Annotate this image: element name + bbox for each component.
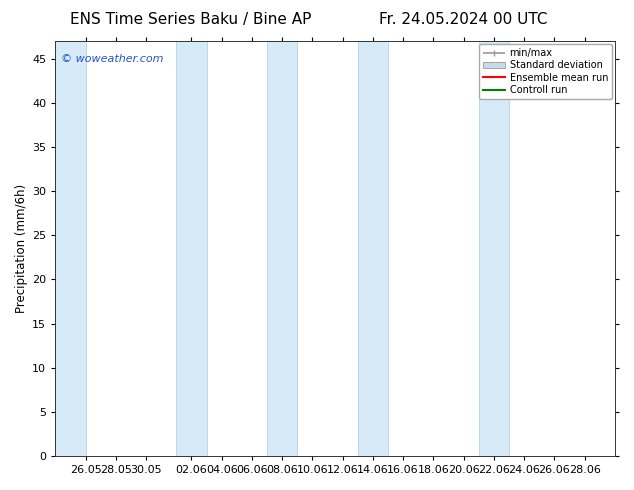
Bar (479, 41, 509, 456)
Text: ENS Time Series Baku / Bine AP: ENS Time Series Baku / Bine AP (70, 12, 311, 27)
Text: © woweather.com: © woweather.com (61, 54, 164, 64)
Bar (267, 41, 297, 456)
Legend: min/max, Standard deviation, Ensemble mean run, Controll run: min/max, Standard deviation, Ensemble me… (479, 44, 612, 99)
Text: Fr. 24.05.2024 00 UTC: Fr. 24.05.2024 00 UTC (378, 12, 547, 27)
Bar (176, 41, 207, 456)
Y-axis label: Precipitation (mm/6h): Precipitation (mm/6h) (15, 184, 28, 313)
Bar (55, 41, 86, 456)
Bar (358, 41, 388, 456)
